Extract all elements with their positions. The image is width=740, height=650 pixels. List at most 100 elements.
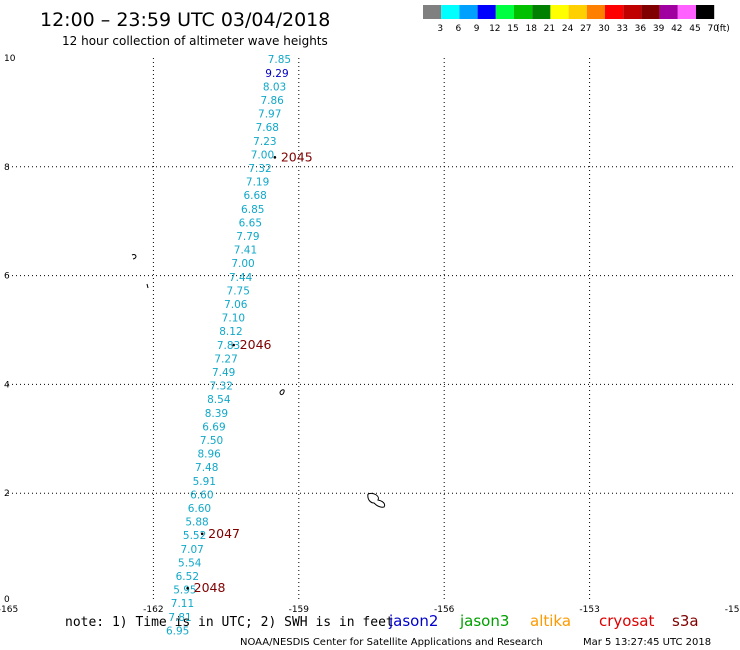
wave-height-value: 7.32 [248,163,271,175]
legend-swatch [659,5,678,19]
page-subtitle: 12 hour collection of altimeter wave hei… [62,34,328,48]
time-dot [186,586,189,590]
y-tick-label: 2 [4,489,10,499]
satellite-label: altika [530,612,571,630]
x-tick-label: -159 [289,605,310,615]
x-tick-label: -165 [0,605,18,615]
wave-height-value: 8.96 [197,449,221,461]
legend-swatch [459,5,478,19]
time-label: 2047 [208,526,240,541]
y-tick-label: 10 [4,54,16,64]
time-dot [273,156,277,159]
y-tick-label: 4 [4,380,10,390]
wave-height-value: 7.27 [214,353,237,365]
wave-height-value: 7.07 [180,544,203,556]
wave-height-value: 6.85 [241,204,264,216]
x-tick-label: -162 [143,605,163,615]
y-tick-label: 8 [4,163,10,173]
wave-height-value: 6.95 [166,625,189,637]
legend-label: 9 [474,24,480,34]
wave-height-value: 7.41 [234,245,257,257]
legend-label: 6 [456,24,462,34]
wave-height-value: 7.19 [246,177,269,189]
time-marks: 2045 2046 2047 2048 [186,149,313,595]
island-outline [367,493,386,508]
legend-label: 12 [489,24,500,34]
altimeter-track: 7.859.298.037.867.977.687.237.007.327.19… [166,54,291,637]
time-dot [232,343,235,347]
color-legend: 3 6 9 12 15 18 21 24 27 30 33 36 39 42 45 70(ft) [423,5,730,34]
wave-height-value: 7.06 [224,299,248,311]
footer-note: note: 1) Time is in UTC; 2) SWH is in fe… [65,615,394,630]
credit-text: NOAA/NESDIS Center for Satellite Applica… [240,637,543,648]
wave-height-value: 7.00 [251,149,274,161]
legend-label: 39 [653,24,665,34]
satellite-legend: jason2 jason3 altika cryosat s3a [388,612,699,630]
wave-height-value: 7.44 [229,272,253,284]
wave-height-value: 7.10 [222,313,245,325]
wave-height-value: 7.83 [217,340,240,352]
legend-swatch [532,5,551,19]
legend-swatch [514,5,533,19]
wave-height-value: 6.60 [188,503,211,515]
wave-height-value: 6.68 [243,190,266,202]
time-label: 2046 [240,337,272,352]
time-dot [200,532,204,536]
wave-height-value: 6.60 [190,489,213,501]
satellite-label: cryosat [599,612,654,630]
legend-swatch [568,5,587,19]
wave-height-value: 6.65 [239,217,262,229]
legend-label: 33 [616,24,627,34]
legend-label: 3 [437,24,443,34]
satellite-label: s3a [672,612,699,630]
legend-swatch [677,5,696,19]
wave-height-value: 7.50 [200,435,223,447]
wave-height-value: 7.23 [253,136,276,148]
wave-height-value: 6.69 [202,421,225,433]
legend-swatch [550,5,569,19]
wave-height-value: 7.75 [227,285,250,297]
wave-height-value: 7.48 [195,462,218,474]
wave-height-value: 9.29 [265,68,288,80]
x-tick-label: -156 [434,605,455,615]
wave-height-value: 5.54 [178,557,202,569]
island-outline [279,389,285,396]
satellite-label: jason2 [388,612,438,630]
legend-swatch [641,5,660,19]
wave-height-value: 7.11 [171,598,194,610]
legend-label: 45 [689,24,700,34]
legend-label: 18 [525,24,537,34]
island-outline [131,254,137,260]
legend-swatch [495,5,514,19]
legend-swatch [477,5,496,19]
legend-label: 15 [507,24,518,34]
page-title: 12:00 – 23:59 UTC 03/04/2018 [40,9,330,31]
wave-height-value: 5.88 [185,517,208,529]
wave-height-value: 8.03 [263,81,286,93]
legend-label: 21 [544,24,555,34]
wave-height-value: 5.95 [173,585,196,597]
time-label: 2048 [194,580,226,595]
legend-label: 70 [707,24,719,34]
timestamp-text: Mar 5 13:27:45 UTC 2018 [583,637,711,648]
wave-height-value: 7.85 [268,54,291,66]
legend-swatch [423,5,442,19]
y-tick-label: 6 [4,272,10,282]
legend-swatch [623,5,642,19]
wave-height-value: 7.68 [256,122,279,134]
time-label: 2045 [281,149,313,164]
wave-height-value: 6.52 [176,571,199,583]
legend-swatch [441,5,460,19]
wave-height-value: 8.12 [219,326,242,338]
wave-height-value: 7.79 [236,231,259,243]
wave-height-value: 7.49 [212,367,235,379]
x-tick-label: -150 [725,605,740,615]
wave-height-value: 8.39 [205,408,228,420]
legend-label: 24 [562,24,574,34]
wave-height-value: 7.32 [210,381,233,393]
legend-label: 36 [635,24,647,34]
y-tick-label: 0 [4,595,10,605]
wave-height-value: 7.81 [168,612,191,624]
wave-height-value: 5.52 [183,530,206,542]
